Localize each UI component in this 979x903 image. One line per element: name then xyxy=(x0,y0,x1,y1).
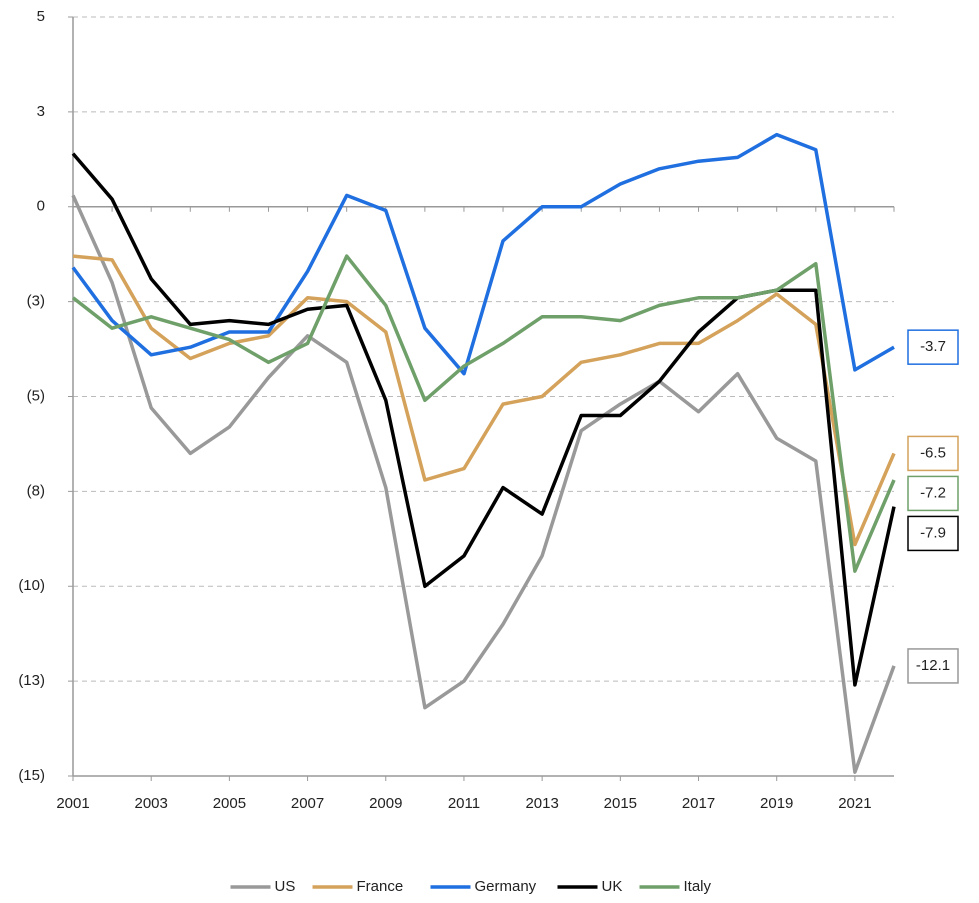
x-tick-label: 2011 xyxy=(448,795,480,812)
legend-label: France xyxy=(357,878,404,895)
y-tick-label: (5) xyxy=(27,387,45,404)
y-tick-label: (13) xyxy=(18,672,45,689)
end-label: -7.9 xyxy=(920,524,946,541)
x-tick-label: 2001 xyxy=(56,795,89,812)
series-line xyxy=(71,132,895,376)
legend-label: Italy xyxy=(684,878,712,895)
x-tick-label: 2005 xyxy=(213,795,246,812)
series-line xyxy=(71,152,896,687)
x-tick-label: 2021 xyxy=(838,795,871,812)
x-tick-label: 2003 xyxy=(135,795,168,812)
end-label-box xyxy=(907,475,959,512)
y-tick-label: (10) xyxy=(18,577,45,594)
x-tick-label: 2015 xyxy=(604,795,637,812)
x-tick-label: 2017 xyxy=(682,795,715,812)
x-tick-label: 2013 xyxy=(525,795,558,812)
y-tick-label: 5 xyxy=(37,8,45,25)
end-label: -3.7 xyxy=(920,338,946,355)
end-label: -6.5 xyxy=(920,444,946,461)
y-tick-label: (3) xyxy=(27,293,45,310)
y-tick-label: 0 xyxy=(37,198,45,215)
legend-label: US xyxy=(275,878,296,895)
end-label: -12.1 xyxy=(916,657,950,674)
x-tick-label: 2007 xyxy=(291,795,324,812)
y-tick-label: (15) xyxy=(18,767,45,784)
end-label: -7.2 xyxy=(920,484,946,501)
end-label-box xyxy=(907,515,959,552)
series-line xyxy=(71,194,896,774)
y-tick-label: (8) xyxy=(27,482,45,499)
end-label-box xyxy=(907,329,959,365)
series-line xyxy=(72,254,896,547)
y-tick-label: 3 xyxy=(37,103,45,120)
legend-label: UK xyxy=(602,878,623,895)
end-label-box xyxy=(907,648,959,684)
legend-label: Germany xyxy=(475,878,537,895)
x-tick-label: 2009 xyxy=(369,795,402,812)
end-label-box xyxy=(907,435,959,472)
series-line xyxy=(71,254,896,573)
x-tick-label: 2019 xyxy=(760,795,793,812)
